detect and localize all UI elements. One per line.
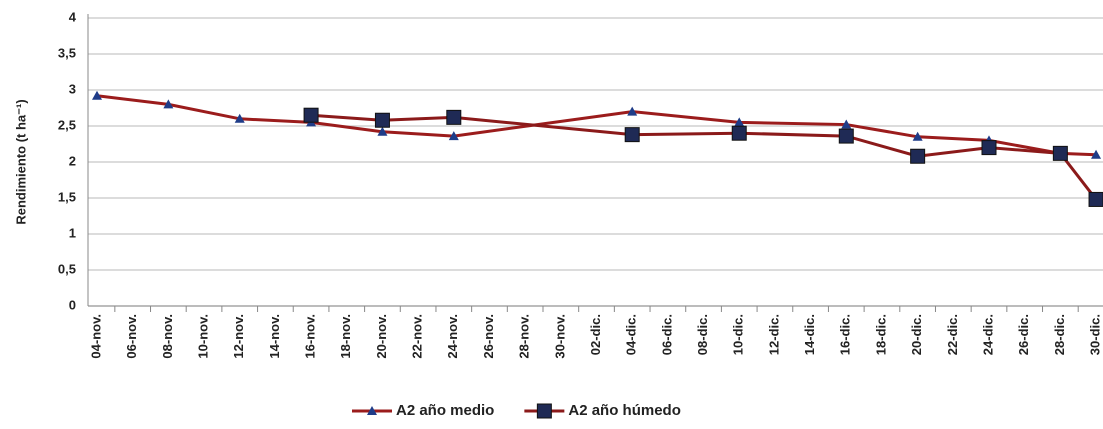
series-line	[96, 94, 1097, 157]
legend-label: A2 año medio	[396, 402, 494, 419]
x-tick-label: 14-nov.	[267, 314, 282, 359]
x-tick-label: 06-dic.	[659, 314, 674, 355]
x-tick-label: 24-nov.	[445, 314, 460, 359]
x-tick-label: 30-dic.	[1087, 314, 1102, 355]
marker	[377, 126, 388, 136]
x-tick-label: 18-nov.	[338, 314, 353, 359]
x-tick-label: 16-nov.	[303, 314, 318, 359]
marker	[981, 140, 997, 156]
marker	[1088, 191, 1103, 207]
x-tick-label: 26-nov.	[481, 314, 496, 359]
marker	[1091, 149, 1102, 159]
y-tick-label: 3,5	[58, 45, 76, 60]
x-tick-label: 20-dic.	[909, 314, 924, 355]
legend-marker	[536, 403, 552, 419]
x-tick-label: 06-nov.	[124, 314, 139, 359]
marker	[624, 127, 640, 143]
marker	[731, 125, 747, 141]
x-tick-label: 02-dic.	[588, 314, 603, 355]
series-line	[310, 113, 1098, 201]
legend-label: A2 año húmedo	[568, 402, 681, 419]
marker	[838, 128, 854, 144]
y-tick-label: 4	[69, 9, 77, 24]
x-tick-label: 10-nov.	[195, 314, 210, 359]
x-tick-label: 18-dic.	[873, 314, 888, 355]
marker	[734, 117, 745, 127]
marker	[910, 148, 926, 164]
x-tick-label: 10-dic.	[731, 314, 746, 355]
x-tick-label: 28-dic.	[1052, 314, 1067, 355]
y-tick-label: 0	[69, 297, 76, 312]
y-tick-label: 0,5	[58, 261, 76, 276]
x-tick-label: 30-nov.	[552, 314, 567, 359]
x-tick-label: 04-dic.	[624, 314, 639, 355]
x-tick-label: 20-nov.	[374, 314, 389, 359]
x-tick-label: 24-dic.	[980, 314, 995, 355]
x-tick-label: 08-nov.	[160, 314, 175, 359]
x-tick-label: 22-dic.	[945, 314, 960, 355]
y-tick-label: 2,5	[58, 117, 76, 132]
marker	[912, 131, 923, 141]
y-tick-label: 2	[69, 153, 76, 168]
x-tick-label: 12-nov.	[231, 314, 246, 359]
marker	[374, 112, 390, 128]
marker	[303, 107, 319, 123]
marker	[841, 119, 852, 129]
x-tick-label: 16-dic.	[838, 314, 853, 355]
marker	[163, 99, 174, 109]
x-tick-label: 28-nov.	[517, 314, 532, 359]
x-tick-label: 22-nov.	[410, 314, 425, 359]
x-tick-label: 04-nov.	[88, 314, 103, 359]
marker	[446, 109, 462, 125]
y-tick-label: 1,5	[58, 189, 76, 204]
marker	[234, 113, 245, 123]
y-tick-label: 1	[69, 225, 76, 240]
legend-marker	[367, 406, 377, 415]
x-tick-label: 08-dic.	[695, 314, 710, 355]
marker	[92, 90, 102, 100]
x-tick-label: 26-dic.	[1016, 314, 1031, 355]
marker	[448, 131, 459, 141]
marker	[627, 106, 638, 116]
x-tick-label: 12-dic.	[766, 314, 781, 355]
y-axis-label: Rendimiento (t ha⁻¹)	[13, 99, 28, 224]
marker	[1052, 145, 1068, 161]
x-tick-label: 14-dic.	[802, 314, 817, 355]
y-tick-label: 3	[69, 81, 76, 96]
